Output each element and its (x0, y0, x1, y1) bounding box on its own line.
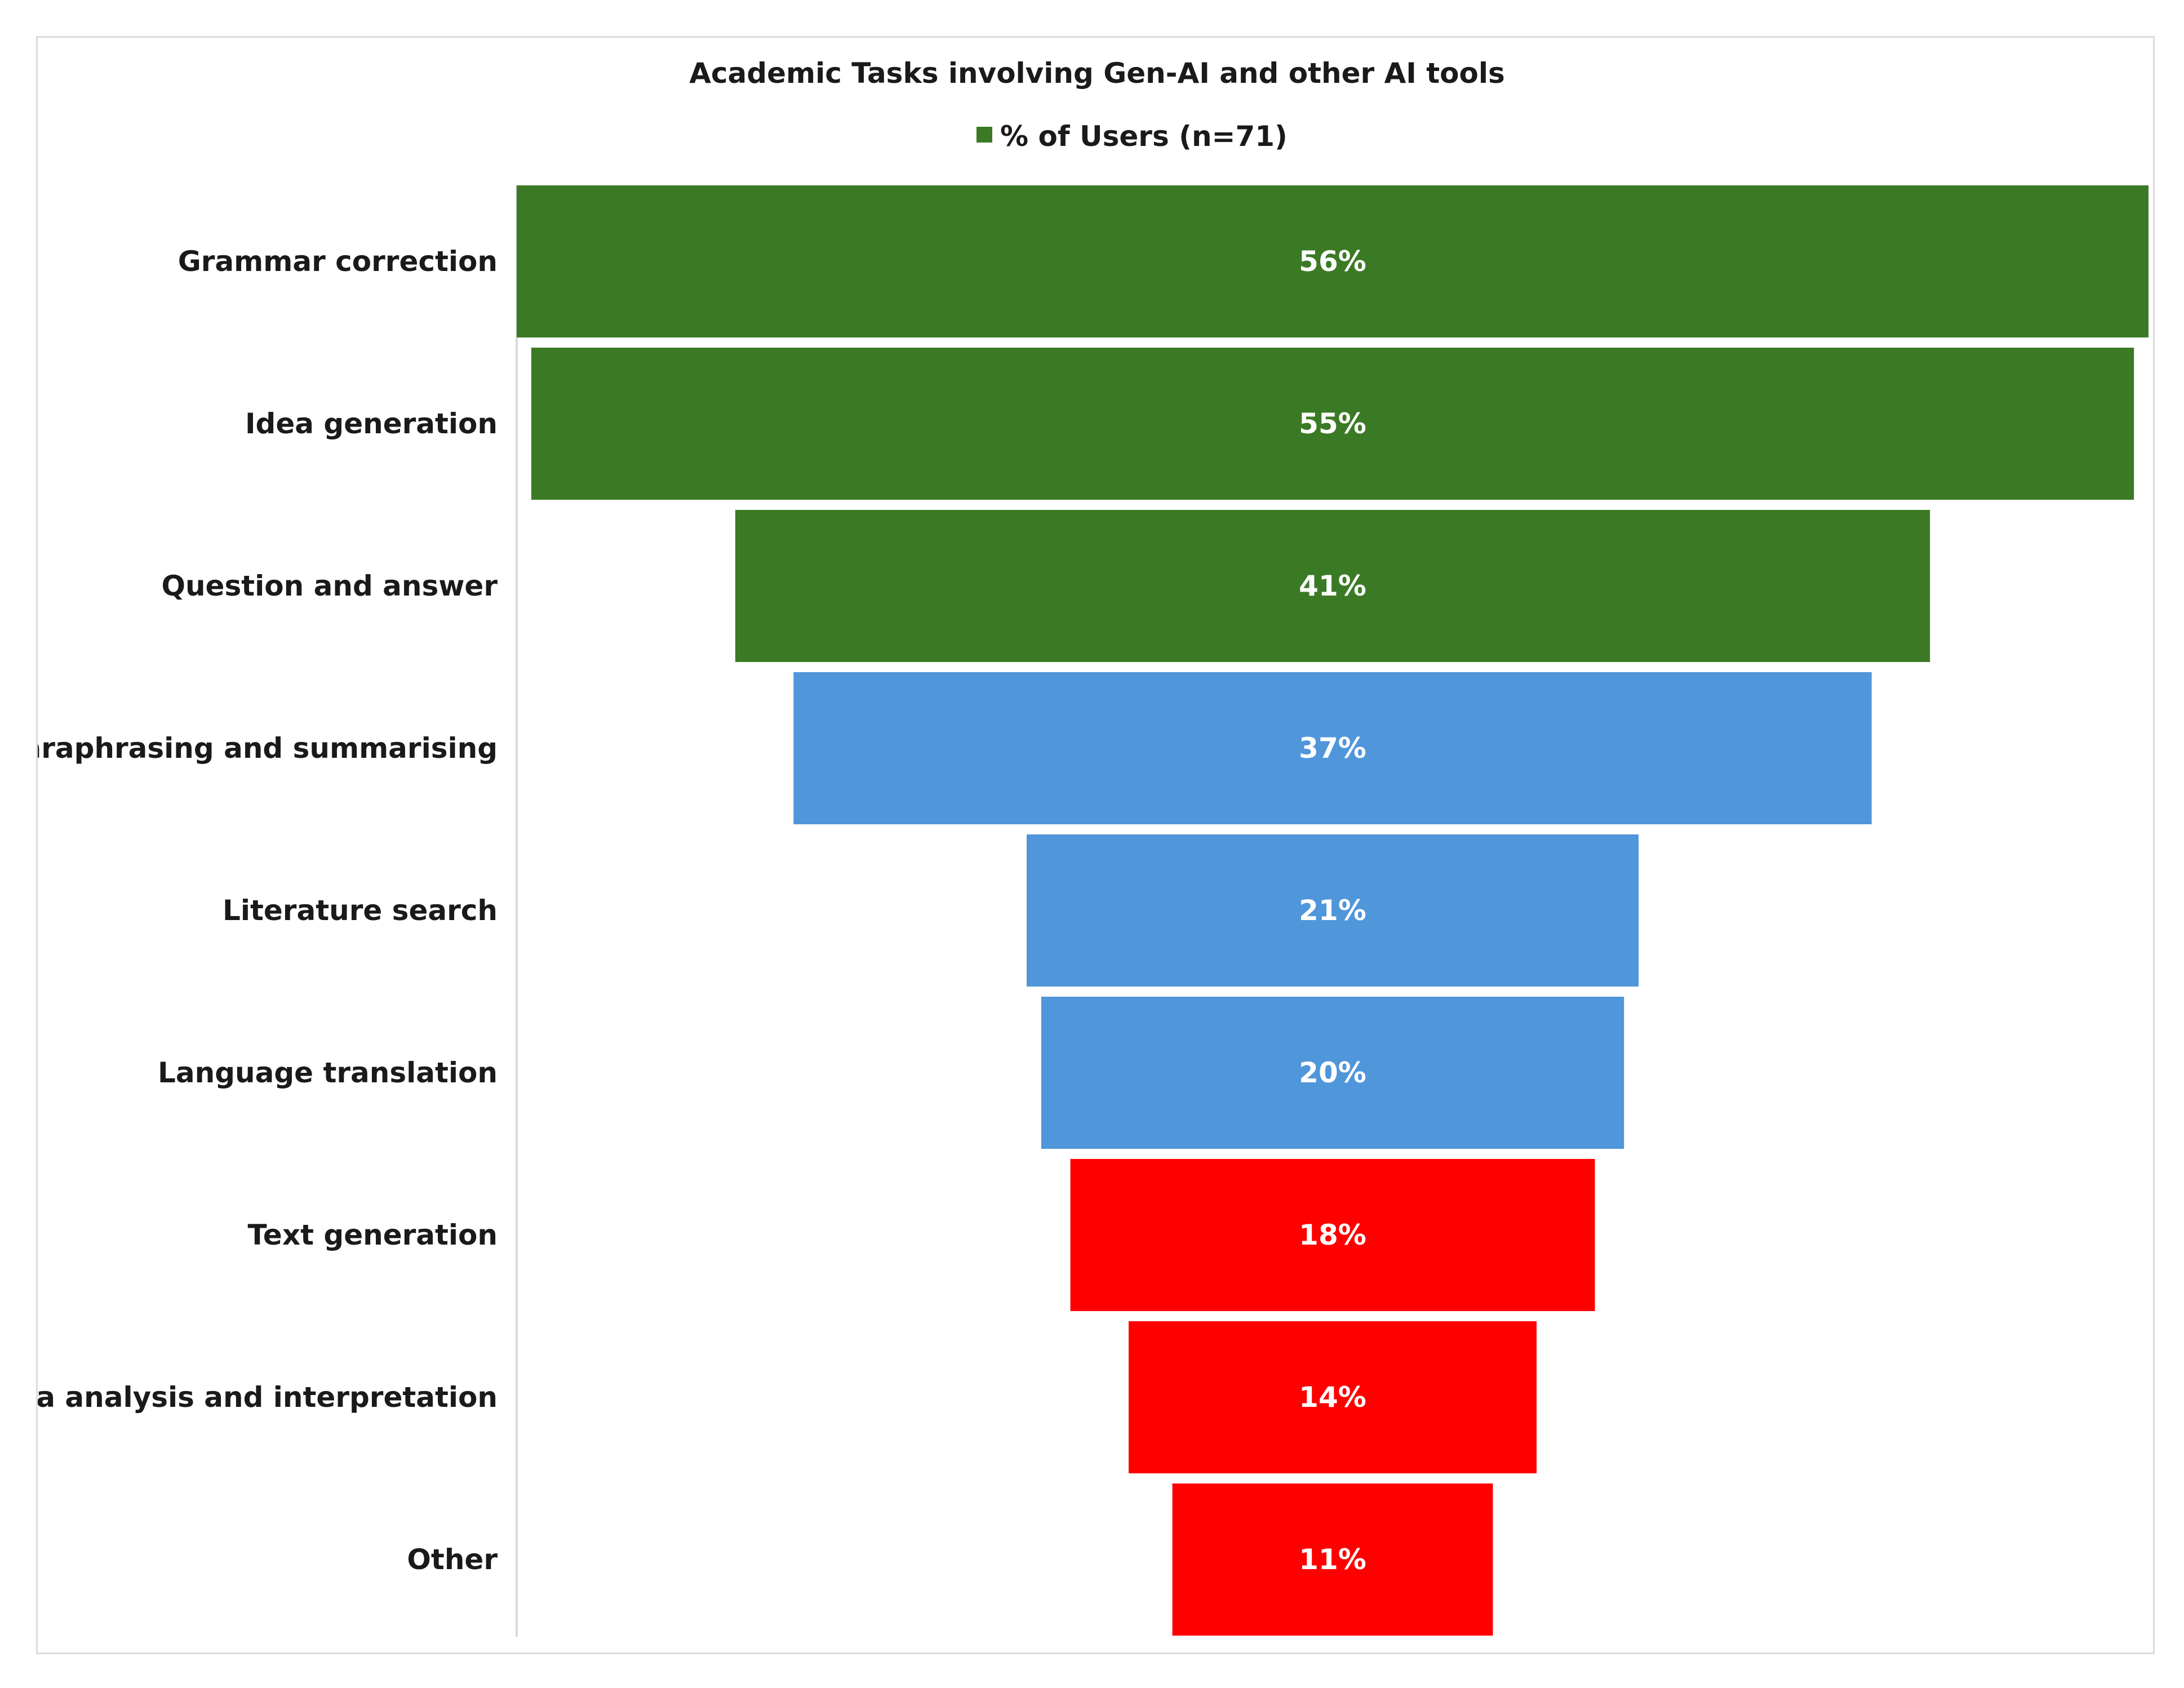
data-label-5: 20% (1299, 1056, 1366, 1089)
category-label-1: Idea generation (245, 407, 498, 440)
bar-3 (793, 672, 1872, 824)
bar-4 (1027, 834, 1639, 987)
bar-5 (1041, 997, 1624, 1149)
data-label-1: 55% (1299, 407, 1366, 440)
data-label-8: 11% (1299, 1543, 1366, 1576)
data-label-3: 37% (1299, 732, 1366, 765)
category-label-3: Paraphrasing and summarising (38, 732, 498, 765)
data-label-2: 41% (1299, 570, 1366, 602)
funnel-chart: Academic Tasks involving Gen-AI and othe… (38, 57, 2149, 1637)
category-labels: Grammar correction Idea generation Questio… (38, 245, 498, 1576)
category-label-5: Language translation (158, 1056, 498, 1089)
legend-label: % of Users (n=71) (1000, 120, 1288, 153)
bar-labels: 56% 55% 41% 37% 21% 20% 18% 14% 11% (1299, 245, 1366, 1576)
data-label-4: 21% (1299, 894, 1366, 927)
bars (517, 185, 2149, 1636)
chart-title: Academic Tasks involving Gen-AI and othe… (689, 57, 1505, 90)
data-label-7: 14% (1299, 1381, 1366, 1414)
legend: % of Users (n=71) (976, 120, 1288, 153)
chart-frame: Academic Tasks involving Gen-AI and othe… (36, 36, 2155, 1654)
category-label-2: Question and answer (161, 570, 498, 602)
data-label-6: 18% (1299, 1219, 1366, 1251)
data-label-0: 56% (1299, 245, 1366, 278)
bar-8 (1172, 1483, 1493, 1636)
bar-1 (531, 348, 2134, 500)
category-label-4: Literature search (223, 894, 498, 927)
category-label-0: Grammar correction (178, 245, 498, 278)
bar-2 (735, 510, 1930, 662)
category-label-6: Text generation (247, 1219, 498, 1251)
legend-swatch (976, 127, 992, 143)
bar-7 (1129, 1321, 1537, 1473)
category-label-8: Other (407, 1543, 498, 1576)
bar-0 (517, 185, 2149, 337)
category-label-7: Data analysis and interpretation (38, 1381, 498, 1414)
bar-6 (1070, 1159, 1595, 1311)
